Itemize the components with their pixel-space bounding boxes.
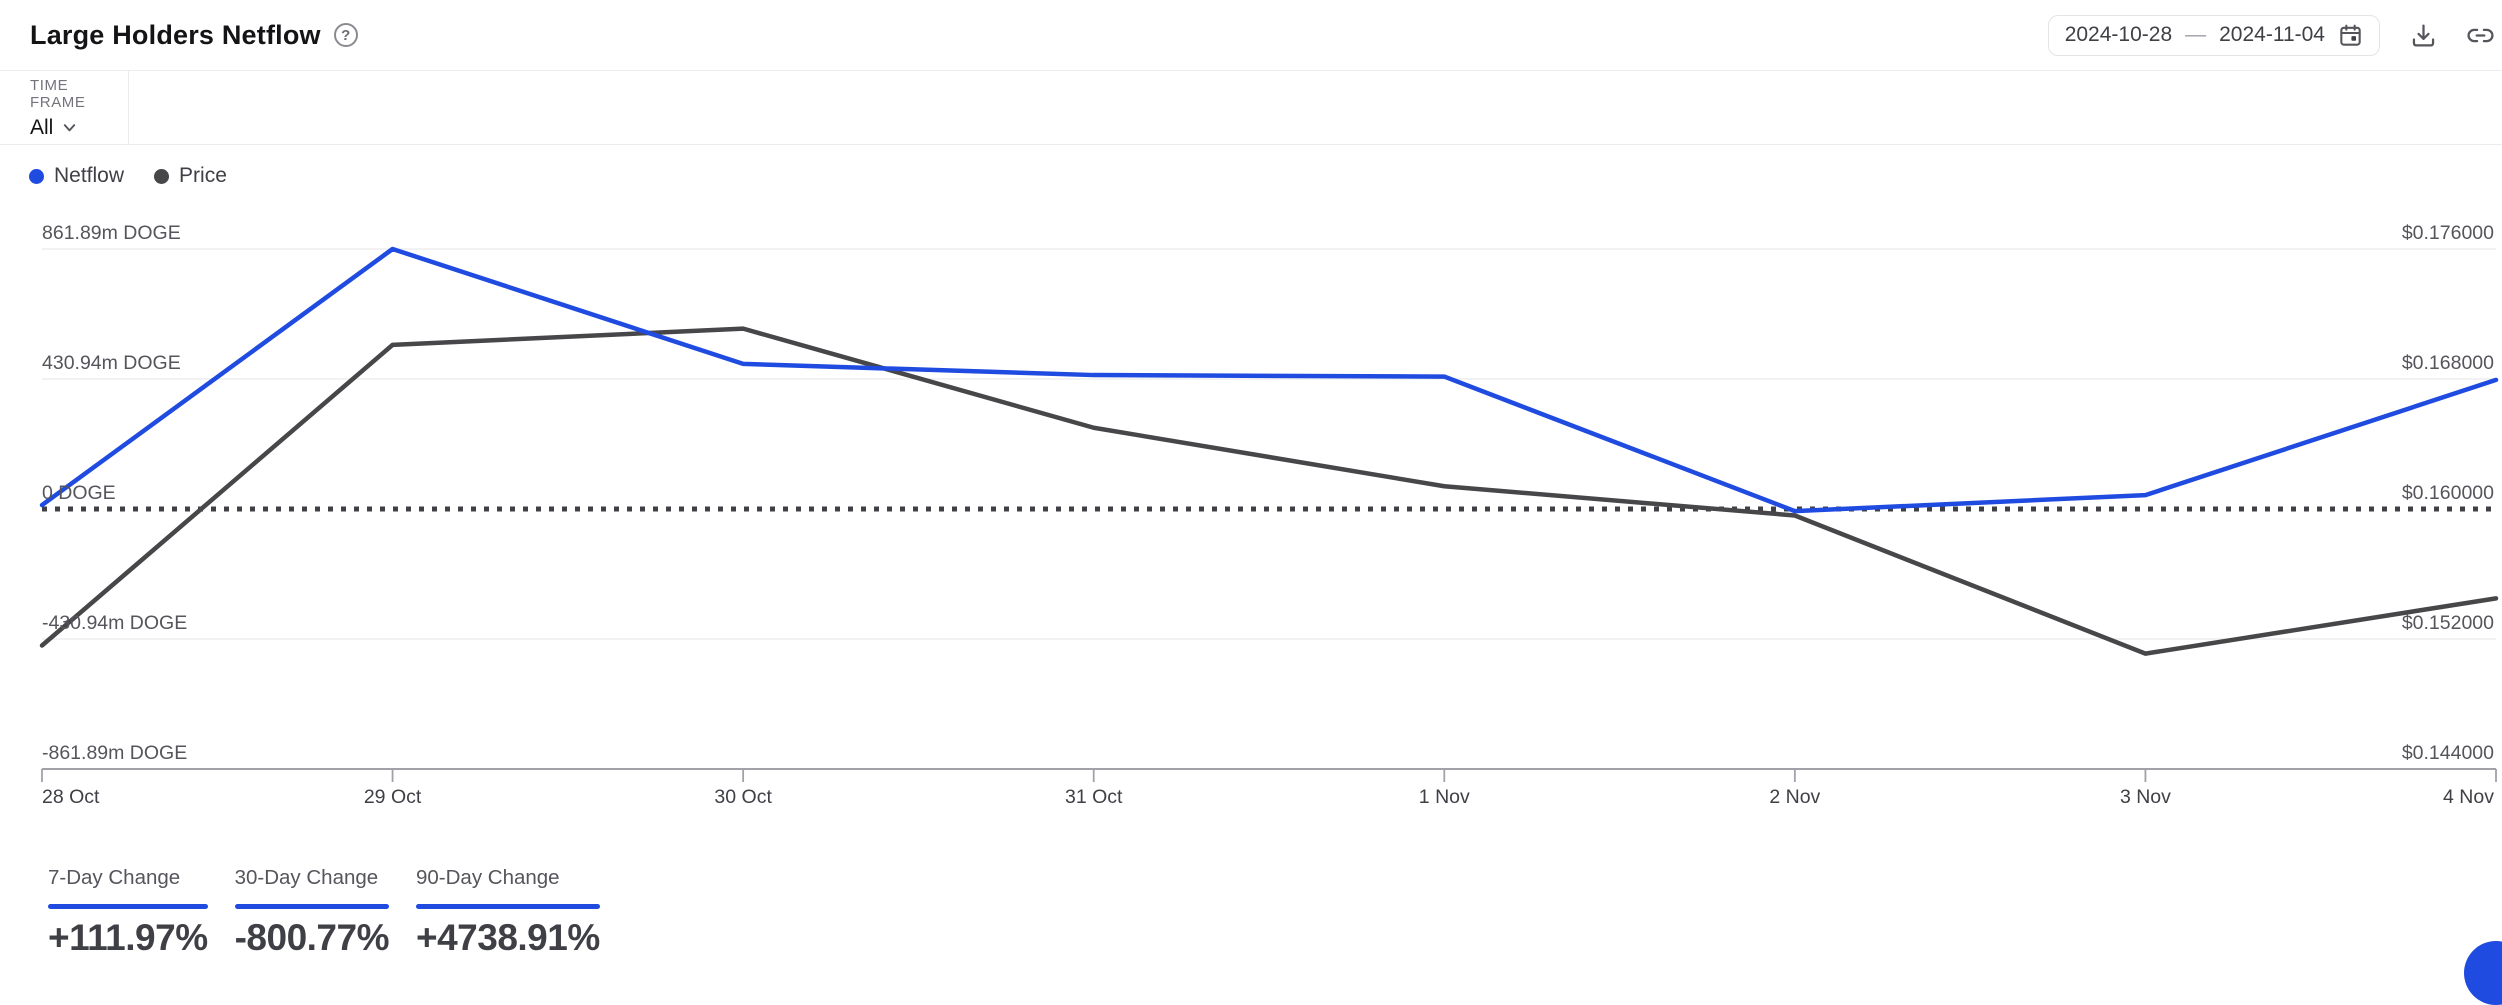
time-frame-selected: All xyxy=(30,115,54,139)
stat-30-day-change: 30-Day Change -800.77% xyxy=(234,866,390,958)
x-axis-tick-label: 31 Oct xyxy=(1064,786,1123,808)
date-range-picker[interactable]: 2024-10-28 — 2024-11-04 xyxy=(2047,14,2380,56)
x-axis-tick-label: 4 Nov xyxy=(2443,786,2494,808)
y-axis-label-right: $0.160000 xyxy=(2401,482,2494,504)
y-axis-label-right: $0.176000 xyxy=(2401,222,2494,244)
stat-label: 30-Day Change xyxy=(234,866,379,889)
date-start: 2024-10-28 xyxy=(2064,23,2173,46)
y-axis-label-right: $0.144000 xyxy=(2401,742,2494,764)
chart-legend: Netflow Price xyxy=(29,161,227,191)
change-stats: 7-Day Change +111.97% 30-Day Change -800… xyxy=(48,866,600,956)
stat-7-day-change: 7-Day Change +111.97% xyxy=(48,866,208,956)
y-axis-label-left: 430.94m DOGE xyxy=(42,352,181,374)
netflow-price-chart xyxy=(39,246,2499,782)
legend-item-netflow[interactable]: Netflow xyxy=(29,164,124,188)
y-axis-label-right: $0.152000 xyxy=(2401,612,2494,634)
y-axis-label-right: $0.168000 xyxy=(2401,352,2494,374)
date-end: 2024-11-04 xyxy=(2219,23,2325,46)
page-title: Large Holders Netflow xyxy=(30,19,321,50)
legend-label-netflow: Netflow xyxy=(54,164,125,187)
toolbar: TIME FRAME All xyxy=(0,71,2502,145)
time-frame-dropdown[interactable]: TIME FRAME All xyxy=(0,71,129,145)
link-icon xyxy=(2467,28,2494,42)
copy-link-button[interactable] xyxy=(2467,22,2494,49)
calendar-icon xyxy=(2340,24,2361,46)
legend-item-price[interactable]: Price xyxy=(154,164,227,188)
price-dot-icon xyxy=(154,168,170,184)
legend-label-price: Price xyxy=(179,164,227,187)
header-bar: Large Holders Netflow ? 2024-10-28 — 202… xyxy=(0,0,2502,71)
y-axis-label-left: 0 DOGE xyxy=(42,482,116,504)
x-axis-tick-label: 1 Nov xyxy=(1418,786,1470,808)
y-axis-label-left: 861.89m DOGE xyxy=(42,222,181,244)
y-axis-label-left: -861.89m DOGE xyxy=(42,742,188,764)
stat-underline xyxy=(234,904,389,909)
time-frame-value[interactable]: All xyxy=(30,116,128,140)
x-axis xyxy=(41,768,2497,782)
stat-underline xyxy=(415,904,600,909)
title-wrap: Large Holders Netflow ? xyxy=(30,20,358,51)
x-axis-tick-label: 30 Oct xyxy=(714,786,772,808)
x-axis-tick-label: 29 Oct xyxy=(363,786,422,808)
stat-label: 7-Day Change xyxy=(48,866,181,889)
chat-bubble-button[interactable] xyxy=(2464,941,2502,1005)
y-axis-label-left: -430.94m DOGE xyxy=(42,612,188,634)
chart-area: 861.89m DOGE 430.94m DOGE 0 DOGE -430.94m D… xyxy=(0,190,2502,810)
time-frame-label: TIME FRAME xyxy=(30,76,86,111)
x-axis-tick-label: 2 Nov xyxy=(1769,786,1821,808)
header-actions: 2024-10-28 — 2024-11-04 xyxy=(2047,14,2494,56)
stat-value: +4738.91% xyxy=(415,916,600,958)
stat-label: 90-Day Change xyxy=(415,866,560,889)
stat-underline xyxy=(48,904,208,909)
price-line xyxy=(39,326,2499,656)
stat-value: -800.77% xyxy=(234,916,390,958)
netflow-dot-icon xyxy=(29,168,44,184)
x-axis-tick-label: 3 Nov xyxy=(2119,786,2171,808)
netflow-line xyxy=(39,246,2499,514)
stat-90-day-change: 90-Day Change +4738.91% xyxy=(415,866,600,958)
date-separator: — xyxy=(2185,23,2207,46)
chevron-down-icon xyxy=(64,124,76,132)
help-icon[interactable]: ? xyxy=(333,23,358,47)
grid-lines xyxy=(42,248,2496,640)
stat-value: +111.97% xyxy=(48,916,208,958)
x-axis-tick-label: 28 Oct xyxy=(42,786,100,808)
download-icon xyxy=(2412,23,2435,47)
download-button[interactable] xyxy=(2410,22,2437,49)
